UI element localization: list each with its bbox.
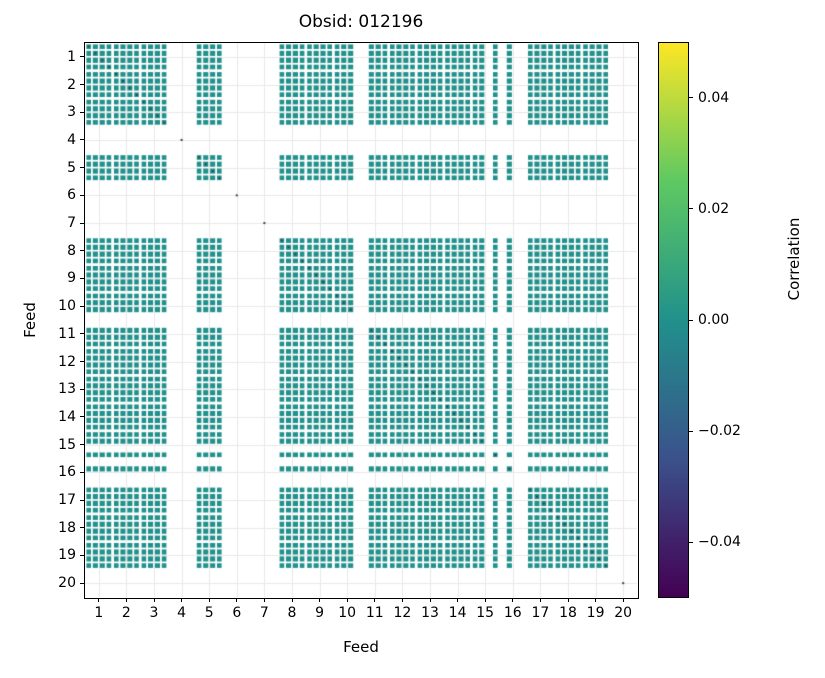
x-tick-label: 11	[365, 605, 384, 621]
x-tick-mark	[319, 598, 321, 602]
x-tick-label: 12	[393, 605, 412, 621]
y-tick-label: 8	[67, 242, 76, 259]
y-tick-mark	[80, 582, 84, 584]
y-tick-label: 6	[67, 187, 76, 204]
x-tick-mark	[622, 598, 624, 602]
y-tick-label: 9	[67, 270, 76, 287]
x-tick-mark	[374, 598, 376, 602]
colorbar-label: Correlation	[785, 217, 803, 301]
y-tick-label: 4	[67, 131, 76, 148]
x-tick-label: 6	[232, 605, 242, 621]
colorbar-tick-mark	[689, 319, 693, 321]
y-tick-mark	[80, 333, 84, 335]
y-tick-mark	[80, 277, 84, 279]
x-tick-mark	[181, 598, 183, 602]
y-tick-label: 13	[58, 381, 76, 398]
y-tick-label: 12	[58, 353, 76, 370]
x-tick-mark	[125, 598, 127, 602]
x-tick-label: 4	[177, 605, 187, 621]
x-tick-label: 3	[149, 605, 159, 621]
x-tick-mark	[98, 598, 100, 602]
y-tick-label: 1	[67, 48, 76, 65]
x-tick-mark	[484, 598, 486, 602]
y-tick-mark	[80, 56, 84, 58]
chart-title: Obsid: 012196	[298, 12, 424, 32]
y-tick-mark	[80, 554, 84, 556]
y-tick-label: 3	[67, 104, 76, 121]
x-tick-mark	[153, 598, 155, 602]
colorbar-tick-label: 0.04	[698, 89, 730, 106]
y-tick-label: 11	[58, 325, 76, 342]
plot-area	[84, 42, 639, 599]
x-tick-label: 2	[121, 605, 131, 621]
x-tick-label: 20	[614, 605, 633, 621]
x-tick-mark	[457, 598, 459, 602]
x-tick-label: 16	[503, 605, 522, 621]
colorbar-tick-label: 0.02	[698, 200, 730, 217]
heatmap-canvas	[85, 43, 637, 597]
x-tick-mark	[401, 598, 403, 602]
colorbar	[658, 42, 689, 598]
y-tick-mark	[80, 444, 84, 446]
y-tick-label: 18	[58, 519, 76, 536]
x-tick-label: 1	[94, 605, 104, 621]
y-tick-mark	[80, 167, 84, 169]
y-tick-label: 17	[58, 492, 76, 509]
colorbar-tick-label: −0.02	[698, 423, 741, 440]
y-tick-label: 10	[58, 298, 76, 315]
y-tick-mark	[80, 250, 84, 252]
y-tick-label: 5	[67, 159, 76, 176]
x-tick-mark	[208, 598, 210, 602]
colorbar-tick-mark	[689, 541, 693, 543]
x-tick-label: 9	[315, 605, 325, 621]
y-tick-mark	[80, 194, 84, 196]
y-tick-mark	[80, 471, 84, 473]
x-tick-label: 13	[421, 605, 439, 621]
x-tick-mark	[263, 598, 265, 602]
x-tick-label: 18	[559, 605, 577, 621]
y-tick-label: 14	[58, 408, 76, 425]
colorbar-tick-mark	[689, 208, 693, 210]
colorbar-tick-label: −0.04	[698, 534, 741, 551]
colorbar-tick-label: 0.00	[698, 312, 730, 328]
y-tick-label: 19	[58, 547, 76, 564]
y-tick-mark	[80, 388, 84, 390]
x-tick-mark	[567, 598, 569, 602]
y-tick-label: 7	[67, 215, 76, 232]
y-tick-label: 16	[58, 464, 76, 481]
y-tick-label: 15	[58, 436, 76, 453]
x-tick-label: 7	[259, 605, 269, 621]
y-tick-mark	[80, 111, 84, 113]
x-tick-mark	[539, 598, 541, 602]
y-tick-mark	[80, 527, 84, 529]
colorbar-tick-mark	[689, 430, 693, 432]
x-tick-mark	[346, 598, 348, 602]
colorbar-gradient-canvas	[659, 43, 688, 597]
y-tick-mark	[80, 139, 84, 141]
x-tick-label: 14	[448, 605, 467, 621]
x-axis-label: Feed	[343, 638, 379, 656]
x-tick-label: 10	[338, 605, 357, 621]
y-tick-mark	[80, 305, 84, 307]
y-tick-mark	[80, 416, 84, 418]
colorbar-tick-mark	[689, 97, 693, 99]
x-tick-mark	[429, 598, 431, 602]
x-tick-mark	[595, 598, 597, 602]
y-tick-mark	[80, 222, 84, 224]
x-tick-label: 5	[204, 605, 214, 621]
x-tick-label: 17	[531, 605, 550, 621]
x-tick-mark	[291, 598, 293, 602]
x-tick-label: 15	[476, 605, 495, 621]
x-tick-label: 19	[586, 605, 605, 621]
x-tick-mark	[236, 598, 238, 602]
y-tick-mark	[80, 361, 84, 363]
x-tick-label: 8	[287, 605, 297, 621]
y-tick-label: 20	[58, 575, 76, 592]
x-tick-mark	[512, 598, 514, 602]
y-axis-label: Feed	[21, 302, 39, 338]
y-tick-label: 2	[67, 76, 76, 93]
y-tick-mark	[80, 499, 84, 501]
y-tick-mark	[80, 84, 84, 86]
